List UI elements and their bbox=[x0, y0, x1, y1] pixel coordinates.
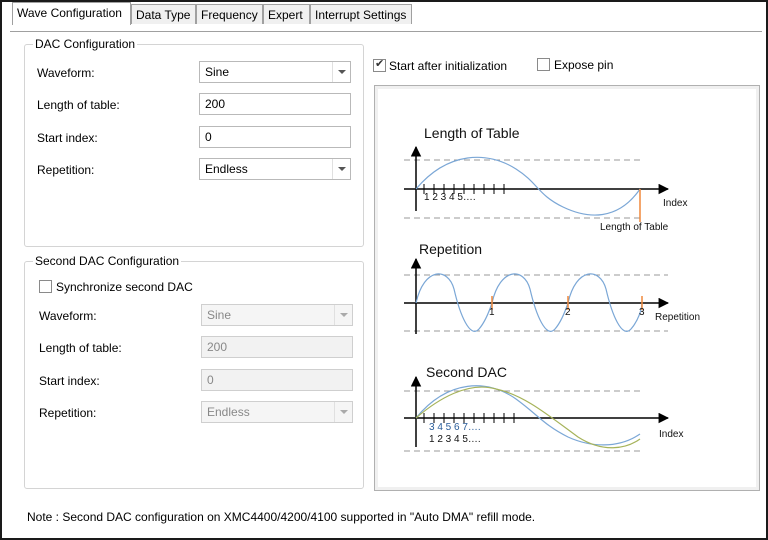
repetition-select[interactable]: Endless bbox=[199, 158, 351, 180]
start-after-initialization-label: Start after initialization bbox=[389, 59, 508, 73]
second-dac-sine bbox=[415, 386, 641, 449]
sine-curve bbox=[415, 156, 641, 216]
length-of-table-label: Length of table: bbox=[37, 98, 120, 112]
second-length-of-table-input[interactable]: 200 bbox=[201, 336, 353, 358]
second-waveform-select-value: Sine bbox=[207, 308, 232, 322]
waveform-diagram: Length of Table 1 2 3 4 5…. Index Length… bbox=[378, 89, 756, 487]
second-dac-tick-labels-top: 3 4 5 6 7…. bbox=[429, 422, 481, 433]
length-tick-labels: 1 2 3 4 5…. bbox=[424, 192, 476, 203]
second-dac-x-axis-label: Index bbox=[659, 429, 684, 440]
tab-interrupt-settings[interactable]: Interrupt Settings bbox=[310, 4, 412, 24]
repetition-select-value: Endless bbox=[205, 162, 248, 176]
synchronize-second-dac-label: Synchronize second DAC bbox=[56, 280, 193, 294]
tab-wave-configuration[interactable]: Wave Configuration bbox=[12, 2, 131, 25]
second-dac-configuration-group: Second DAC Configuration bbox=[24, 254, 364, 489]
chevron-down-icon[interactable] bbox=[334, 402, 352, 422]
expose-pin-label: Expose pin bbox=[554, 58, 614, 72]
repetition-mark-2: 2 bbox=[565, 307, 571, 318]
repetition-label: Repetition: bbox=[37, 163, 95, 177]
second-length-of-table-label: Length of table: bbox=[39, 341, 122, 355]
second-repetition-select[interactable]: Endless bbox=[201, 401, 353, 423]
repetition-mark-1: 1 bbox=[489, 307, 495, 318]
waveform-diagram-svg bbox=[404, 145, 670, 452]
length-of-table-plot bbox=[404, 145, 670, 222]
second-start-index-label: Start index: bbox=[39, 374, 100, 388]
length-of-table-input[interactable]: 200 bbox=[199, 93, 351, 115]
length-x-axis-label: Index bbox=[663, 198, 688, 209]
repetition-x-axis-label: Repetition bbox=[655, 312, 701, 323]
chevron-down-icon[interactable] bbox=[334, 305, 352, 325]
second-dac-configuration-title: Second DAC Configuration bbox=[33, 254, 182, 268]
second-dac-title: Second DAC bbox=[426, 364, 507, 380]
tab-divider bbox=[10, 31, 762, 32]
dac-configuration-title: DAC Configuration bbox=[33, 37, 138, 51]
second-repetition-label: Repetition: bbox=[39, 406, 97, 420]
length-marker-label: Length of Table bbox=[600, 222, 669, 233]
tab-frequency[interactable]: Frequency bbox=[196, 4, 263, 24]
second-waveform-label: Waveform: bbox=[39, 309, 97, 323]
chevron-down-icon[interactable] bbox=[332, 159, 350, 179]
second-start-index-input[interactable]: 0 bbox=[201, 369, 353, 391]
second-dac-plot bbox=[404, 375, 670, 452]
second-waveform-select[interactable]: Sine bbox=[201, 304, 353, 326]
first-dac-sine bbox=[415, 385, 641, 446]
note-text: Note : Second DAC configuration on XMC44… bbox=[27, 510, 536, 524]
waveform-diagram-panel: Length of Table 1 2 3 4 5…. Index Length… bbox=[374, 85, 760, 491]
tab-data-type[interactable]: Data Type bbox=[131, 4, 196, 24]
start-after-initialization-checkbox[interactable] bbox=[373, 57, 386, 72]
start-index-label: Start index: bbox=[37, 131, 98, 145]
waveform-select[interactable]: Sine bbox=[199, 61, 351, 83]
chevron-down-icon[interactable] bbox=[332, 62, 350, 82]
expose-pin-checkbox[interactable] bbox=[537, 58, 550, 71]
synchronize-second-dac-checkbox[interactable] bbox=[39, 280, 52, 293]
waveform-label: Waveform: bbox=[37, 66, 95, 80]
length-of-table-title: Length of Table bbox=[424, 125, 520, 141]
dac-configuration-group: DAC Configuration bbox=[24, 37, 364, 247]
repetition-title: Repetition bbox=[419, 241, 483, 257]
repetition-plot bbox=[404, 257, 670, 334]
waveform-select-value: Sine bbox=[205, 65, 230, 79]
second-repetition-select-value: Endless bbox=[207, 405, 250, 419]
second-dac-tick-labels-bottom: 1 2 3 4 5…. bbox=[429, 434, 481, 445]
repetition-mark-3: 3 bbox=[639, 307, 645, 318]
start-index-input[interactable]: 0 bbox=[199, 126, 351, 148]
tab-expert[interactable]: Expert bbox=[263, 4, 310, 24]
repeated-sine-curve bbox=[415, 273, 643, 332]
